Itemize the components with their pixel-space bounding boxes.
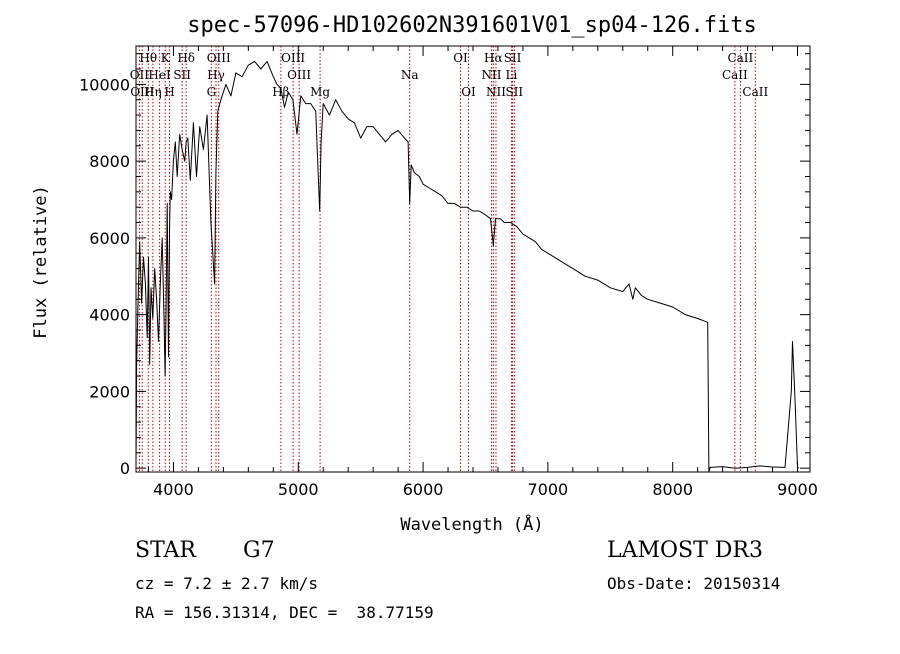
line-label-11: G (207, 85, 217, 99)
subclass-label: G7 (243, 538, 275, 563)
survey-label: LAMOST DR3 (607, 538, 763, 563)
line-label-9: OIII (207, 51, 231, 65)
line-label-19: Hα (484, 51, 503, 65)
line-label-16: Na (401, 68, 419, 82)
plot-frame (135, 45, 811, 473)
y-tick-label: 10000 (79, 75, 130, 94)
line-label-10: Hγ (207, 68, 225, 82)
y-tick-label: 4000 (89, 306, 130, 325)
line-label-23: Li (506, 68, 518, 82)
y-tick-label: 2000 (89, 382, 130, 401)
line-label-3: K (161, 51, 171, 65)
line-label-18: OI (461, 85, 476, 99)
axes: 4000 5000 6000 7000 8000 9000 0 2000 4000 6000 800… (79, 45, 818, 499)
line-label-15: Mg (310, 85, 330, 99)
obs-date: Obs-Date: 20150314 (607, 574, 781, 593)
line-label-26: CaII (722, 68, 748, 82)
line-label-13: OIII (287, 68, 311, 82)
line-label-0: Hθ (139, 51, 157, 65)
spectrum-line (135, 60, 800, 473)
x-tick-label: 9000 (777, 480, 818, 499)
x-tick-label: 7000 (528, 480, 569, 499)
spectrum-series-group (135, 60, 800, 473)
line-label-5: Hη (144, 85, 162, 99)
y-tick-label: 8000 (89, 152, 130, 171)
cz-value: cz = 7.2 ± 2.7 km/s (135, 574, 319, 593)
chart-title: spec-57096-HD102602N391601V01_sp04-126.f… (187, 13, 757, 38)
y-axis-label: Flux (relative) (31, 185, 51, 339)
line-label-8: Hδ (177, 51, 195, 65)
line-label-24: SII (505, 85, 523, 99)
x-tick-label: 8000 (652, 480, 693, 499)
y-tick-label: 0 (120, 459, 130, 478)
line-label-4: HeI (148, 68, 171, 82)
line-label-22: SII (504, 51, 522, 65)
emission-line-markers (138, 46, 756, 472)
line-label-6: SII (173, 68, 191, 82)
x-tick-label: 4000 (153, 480, 194, 499)
class-label: STAR (135, 538, 196, 563)
x-tick-label: 5000 (278, 480, 319, 499)
line-label-21: NII (486, 85, 506, 99)
line-label-7: H (164, 85, 174, 99)
y-tick-label: 6000 (89, 229, 130, 248)
line-label-27: CaII (742, 85, 768, 99)
x-axis-label: Wavelength (Å) (400, 513, 543, 535)
x-tick-label: 6000 (403, 480, 444, 499)
line-label-20: NII (481, 68, 501, 82)
line-label-14: Hβ (272, 85, 289, 99)
coordinates: RA = 156.31314, DEC = 38.77159 (135, 603, 434, 622)
line-label-12: OIII (281, 51, 305, 65)
line-label-25: CaII (727, 51, 753, 65)
line-label-1: OII (130, 68, 150, 82)
line-label-17: OI (453, 51, 468, 65)
